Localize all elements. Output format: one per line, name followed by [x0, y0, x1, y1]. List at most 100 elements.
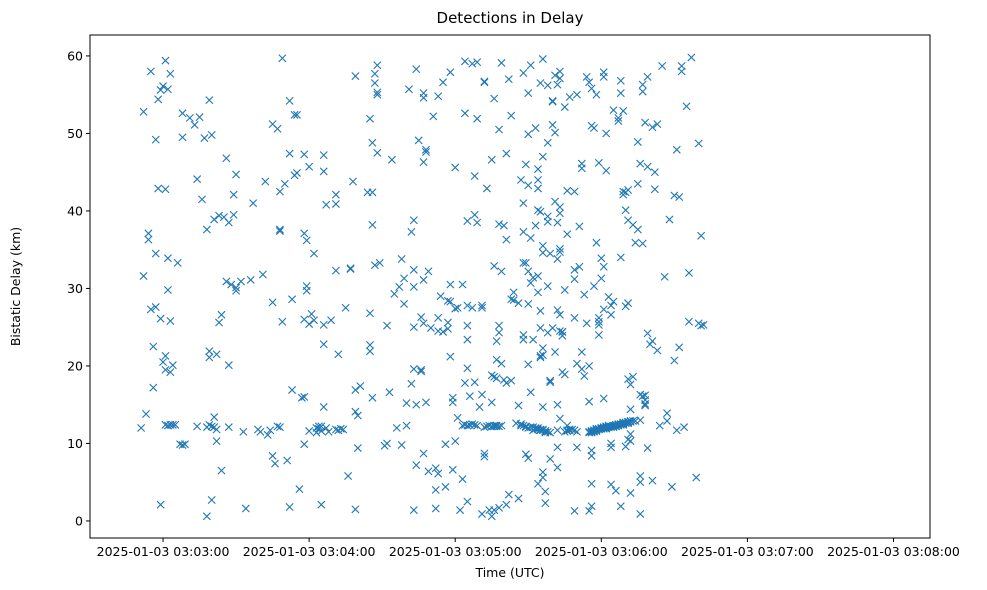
detection-point — [210, 215, 219, 224]
detection-point — [614, 117, 623, 126]
detection-point — [439, 78, 448, 87]
detection-point — [180, 440, 189, 449]
detection-point — [470, 210, 479, 219]
detection-point — [565, 93, 574, 101]
detection-point — [236, 277, 245, 286]
detection-point — [538, 351, 547, 360]
detection-point — [682, 102, 691, 111]
detection-point — [305, 427, 314, 436]
detection-point — [624, 375, 633, 384]
detection-point — [366, 347, 374, 356]
detection-point — [514, 299, 523, 308]
detection-point — [370, 69, 379, 78]
detection-point — [502, 500, 511, 509]
detection-point — [368, 138, 377, 147]
detection-point — [553, 306, 562, 315]
detection-point — [295, 485, 304, 494]
detection-point — [653, 120, 662, 129]
detection-point — [699, 320, 708, 329]
detection-point — [495, 220, 504, 229]
detection-point — [232, 170, 241, 179]
detection-point — [546, 376, 555, 385]
detection-point — [451, 437, 460, 446]
detection-point — [429, 112, 438, 121]
detection-point — [468, 420, 477, 429]
detection-point — [215, 211, 224, 220]
detection-point — [453, 413, 462, 422]
detection-point — [263, 430, 272, 439]
detection-point — [224, 218, 233, 227]
detection-point — [193, 422, 202, 431]
detection-point — [568, 425, 577, 434]
y-tick-label: 10 — [67, 436, 83, 451]
detection-point — [368, 188, 377, 197]
detection-point — [383, 439, 392, 448]
detection-point — [534, 206, 542, 215]
detection-point — [448, 465, 457, 474]
detection-point — [536, 207, 545, 216]
detection-point — [607, 310, 616, 319]
detection-point — [383, 321, 392, 330]
detection-point — [675, 192, 684, 201]
detection-point — [599, 68, 608, 77]
detection-point — [555, 244, 564, 253]
detection-point — [307, 310, 316, 319]
detection-point — [275, 225, 284, 234]
detection-point — [205, 420, 214, 429]
detection-point — [268, 451, 277, 460]
detection-point — [577, 348, 586, 356]
detection-point — [409, 282, 418, 291]
detection-point — [592, 238, 601, 247]
detection-point — [302, 236, 311, 245]
detection-point — [319, 340, 328, 349]
detection-point — [616, 76, 625, 85]
detection-point — [641, 401, 650, 410]
detection-point — [470, 378, 479, 387]
detection-point — [300, 229, 309, 238]
detection-point — [373, 148, 382, 157]
detection-point — [587, 479, 596, 488]
detection-point — [268, 298, 277, 307]
detection-point — [341, 303, 350, 312]
detection-point — [446, 280, 455, 289]
detection-point — [402, 399, 411, 408]
detection-point — [672, 145, 681, 154]
detection-point — [202, 225, 211, 234]
detection-point — [638, 239, 647, 248]
detection-point — [409, 216, 418, 225]
detection-point — [273, 422, 282, 431]
x-tick-label: 2025-01-03 03:06:00 — [535, 544, 668, 559]
detection-point — [665, 215, 674, 224]
detection-point — [546, 249, 555, 258]
detection-point — [154, 95, 163, 104]
detection-point — [366, 114, 374, 123]
detection-point — [161, 56, 170, 65]
detection-point — [626, 437, 635, 446]
detection-point — [156, 86, 165, 95]
detection-point — [202, 512, 211, 521]
detection-point — [648, 476, 657, 485]
detection-point — [159, 358, 168, 367]
detection-point — [607, 439, 616, 448]
detection-point — [317, 422, 326, 431]
detection-point — [319, 403, 328, 412]
detection-point — [241, 504, 250, 513]
detection-point — [577, 164, 586, 173]
detection-point — [458, 475, 467, 484]
detection-point — [536, 323, 545, 332]
detection-point — [478, 303, 486, 312]
detection-point — [400, 274, 409, 283]
detection-point — [529, 335, 538, 344]
detection-point — [555, 74, 564, 83]
detection-point — [280, 179, 289, 188]
detection-point — [426, 323, 435, 332]
detection-point — [302, 286, 311, 295]
detection-point — [585, 78, 594, 87]
detection-point — [580, 290, 589, 299]
detection-point — [414, 136, 423, 145]
detection-point — [300, 150, 309, 159]
plot-area-frame — [89, 34, 931, 539]
detection-point — [463, 321, 472, 330]
detection-point — [570, 426, 579, 435]
detection-point — [553, 218, 562, 227]
